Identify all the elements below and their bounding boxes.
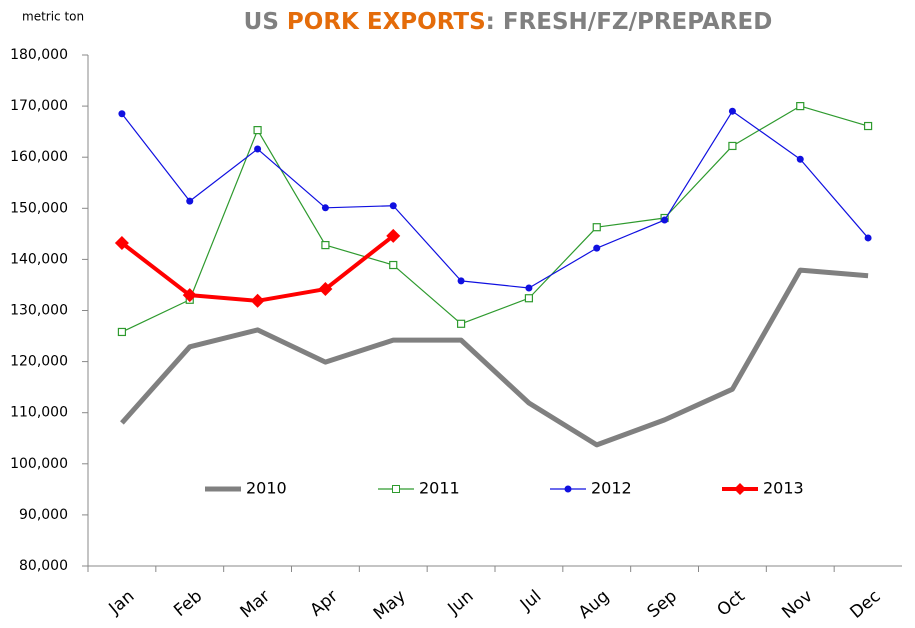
- data-point: [386, 228, 401, 243]
- y-tick-label: 120,000: [10, 354, 68, 370]
- y-tick-label: 180,000: [10, 47, 68, 63]
- legend-label: 2010: [246, 479, 287, 498]
- data-point: [593, 244, 601, 252]
- data-point: [117, 327, 127, 337]
- legend-label: 2013: [763, 479, 804, 498]
- title-part: : FRESH/FZ/PREPARED: [486, 9, 773, 35]
- x-tick-label: Aug: [575, 586, 613, 623]
- data-point: [318, 282, 333, 297]
- series-line: [120, 234, 395, 303]
- chart-title: US PORK EXPORTS: FRESH/FZ/PREPARED: [244, 9, 773, 35]
- x-tick-label: Dec: [846, 586, 884, 622]
- y-tick-label: 100,000: [10, 456, 68, 472]
- legend-label: 2012: [591, 479, 632, 498]
- data-point: [863, 121, 873, 131]
- y-tick-label: 150,000: [10, 200, 68, 216]
- data-point: [592, 223, 601, 232]
- data-point: [661, 216, 669, 224]
- data-point: [456, 319, 466, 328]
- legend-label: 2011: [419, 479, 460, 498]
- y-axis-label: metric ton: [22, 10, 84, 24]
- data-point: [389, 260, 398, 270]
- data-point: [250, 293, 265, 308]
- data-point: [796, 155, 804, 163]
- data-point: [796, 101, 805, 111]
- x-tick-label: Mar: [237, 586, 274, 622]
- data-point: [186, 197, 194, 205]
- data-point: [118, 110, 126, 118]
- y-tick-label: 160,000: [10, 149, 68, 165]
- x-tick-label: Nov: [778, 586, 816, 623]
- x-tick-label: Jun: [444, 586, 478, 619]
- data-point: [182, 288, 197, 303]
- data-point: [728, 141, 737, 151]
- series-line: [121, 110, 869, 289]
- y-tick-label: 130,000: [10, 303, 68, 319]
- x-tick-label: Apr: [306, 586, 341, 620]
- y-tick-label: 110,000: [10, 405, 68, 421]
- data-point: [321, 240, 330, 250]
- series-line: [120, 267, 869, 448]
- x-tick-label: Sep: [644, 586, 681, 622]
- x-tick-label: May: [370, 586, 410, 624]
- x-tick-label: Feb: [170, 586, 206, 621]
- y-tick-label: 90,000: [19, 507, 68, 523]
- x-tick-label: Oct: [713, 586, 749, 620]
- data-point: [321, 204, 329, 212]
- y-tick-label: 140,000: [10, 251, 68, 267]
- data-point: [254, 145, 262, 153]
- legend-marker: [564, 485, 572, 493]
- legend-marker: [392, 485, 400, 493]
- data-point: [253, 126, 262, 135]
- title-part: PORK EXPORTS: [287, 9, 486, 35]
- x-tick-label: Jul: [516, 586, 545, 615]
- data-point: [457, 277, 465, 285]
- data-point: [525, 284, 533, 292]
- data-point: [728, 107, 736, 115]
- data-point: [864, 234, 872, 242]
- data-point: [114, 236, 129, 251]
- title-part: US: [244, 9, 279, 35]
- data-point: [389, 202, 397, 210]
- legend-marker: [734, 483, 746, 495]
- data-point: [524, 294, 534, 303]
- y-tick-label: 80,000: [19, 558, 68, 574]
- y-tick-label: 170,000: [10, 98, 68, 114]
- x-tick-label: Jan: [105, 586, 139, 619]
